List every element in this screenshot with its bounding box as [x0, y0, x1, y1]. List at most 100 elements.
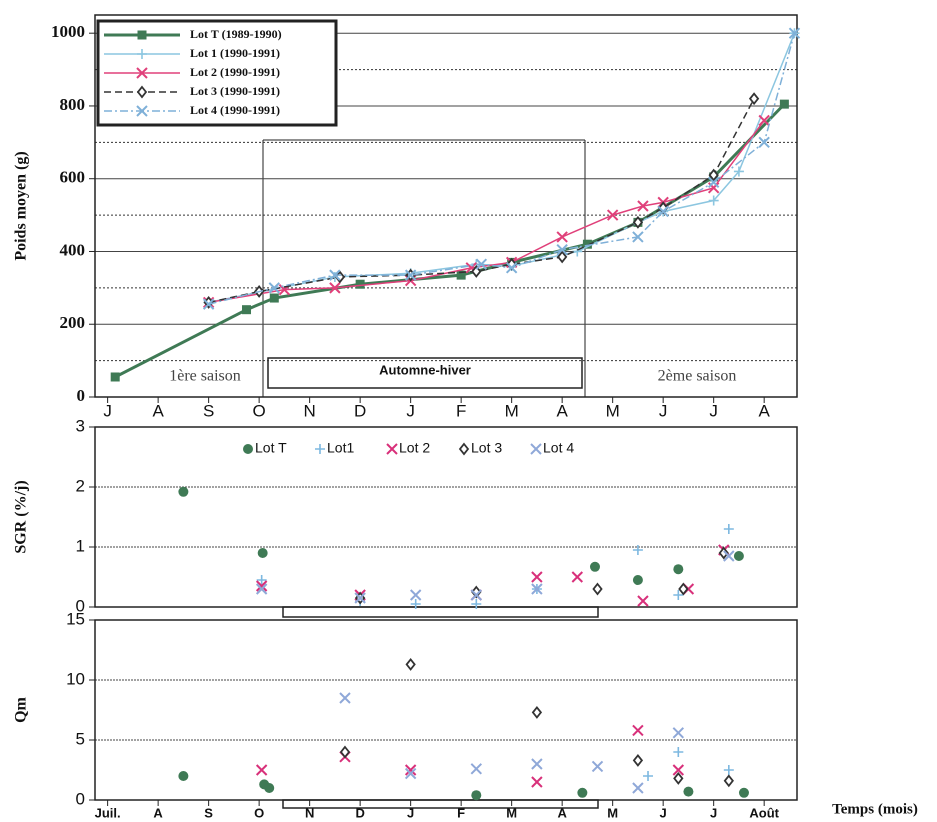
marker-shape — [531, 705, 543, 719]
marker — [315, 444, 325, 454]
y-tick-label: 15 — [66, 609, 85, 628]
marker-shape — [708, 168, 719, 182]
marker-shape — [339, 692, 351, 704]
marker-shape — [531, 758, 543, 770]
y-axis-label: Qm — [13, 696, 30, 722]
marker — [733, 166, 744, 177]
marker-shape — [571, 571, 584, 583]
marker-shape — [355, 279, 365, 289]
legend-label: Lot 2 — [399, 440, 430, 456]
x-tick-label: A — [556, 401, 568, 420]
marker-shape — [582, 239, 592, 249]
marker — [409, 589, 422, 601]
marker-shape — [606, 209, 619, 221]
marker — [256, 575, 267, 585]
marker-shape — [718, 546, 729, 560]
marker-shape — [673, 771, 684, 785]
x-tick-label: A — [759, 401, 771, 420]
x-tick-label: D — [354, 401, 366, 420]
marker — [678, 582, 689, 596]
marker — [110, 372, 120, 382]
marker-shape — [268, 282, 280, 294]
x-tick-label: N — [303, 401, 315, 420]
marker-shape — [137, 30, 147, 40]
y-tick-label: 0 — [76, 789, 85, 808]
marker-shape — [657, 205, 669, 218]
panel: 0 1 2 3 SGR (%/j) Lot T Lot1 Lot 2 Lot 3 Lot 4 — [13, 416, 798, 615]
x-tick-label: Juil. — [95, 805, 121, 820]
marker-shape — [592, 582, 603, 596]
marker-shape — [410, 599, 421, 609]
legend-label: Lot 1 (1990-1991) — [190, 46, 280, 60]
marker — [788, 27, 801, 39]
x-tick-label: A — [557, 805, 567, 820]
marker-shape — [136, 67, 148, 79]
marker-shape — [475, 258, 488, 270]
marker — [758, 136, 770, 149]
y-tick-label: 1000 — [51, 22, 85, 41]
marker — [242, 305, 252, 315]
marker-shape — [458, 442, 470, 456]
marker — [471, 790, 482, 801]
marker-shape — [269, 293, 279, 303]
marker — [606, 209, 619, 221]
marker — [329, 269, 341, 281]
marker — [673, 564, 684, 575]
marker-shape — [456, 270, 466, 280]
marker-shape — [471, 585, 482, 599]
marker — [723, 550, 735, 562]
marker-shape — [632, 782, 644, 794]
series-line — [208, 120, 765, 304]
x-tick-label: A — [152, 401, 164, 420]
plot-frame — [94, 619, 798, 801]
marker-shape — [673, 590, 684, 600]
marker — [404, 764, 417, 776]
annotation: 2ème saison — [658, 368, 737, 385]
marker — [264, 783, 275, 793]
marker-shape — [673, 747, 684, 757]
marker — [723, 765, 734, 775]
marker-shape — [354, 592, 366, 604]
marker-shape — [723, 524, 734, 534]
y-tick-label: 1 — [76, 536, 85, 555]
marker — [733, 551, 744, 561]
plot-frame — [94, 426, 798, 608]
marker — [632, 753, 644, 767]
series-line — [208, 32, 796, 305]
marker — [723, 774, 734, 788]
marker-shape — [637, 595, 649, 607]
marker — [243, 444, 253, 454]
marker-shape — [255, 764, 268, 776]
marker-shape — [404, 767, 417, 780]
marker — [202, 298, 215, 310]
x-tick-label: F — [457, 805, 465, 820]
marker-shape — [110, 372, 120, 382]
marker-shape — [678, 582, 689, 596]
legend-label: Lot T — [255, 440, 287, 456]
marker — [404, 269, 417, 281]
marker-shape — [505, 262, 518, 274]
marker — [577, 787, 588, 798]
marker-shape — [531, 776, 543, 788]
y-tick-label: 0 — [77, 386, 86, 405]
marker — [571, 571, 584, 583]
marker — [592, 582, 603, 596]
marker — [708, 195, 719, 206]
marker-shape — [256, 575, 267, 585]
marker-shape — [672, 727, 685, 739]
marker-shape — [758, 136, 770, 149]
x-tick-label: D — [355, 805, 364, 820]
marker — [339, 692, 351, 704]
x-tick-label: J — [406, 401, 415, 420]
panel: 0 200 400 600 800 1000 J A S O N D J F M A M J J A Poids moy… — [13, 14, 801, 420]
marker — [557, 250, 568, 264]
marker — [136, 85, 148, 99]
marker — [632, 782, 644, 794]
marker — [255, 583, 268, 595]
marker — [470, 763, 483, 775]
y-tick-label: 3 — [76, 416, 85, 435]
marker — [531, 776, 543, 788]
marker-shape — [632, 215, 644, 229]
marker — [738, 787, 749, 798]
